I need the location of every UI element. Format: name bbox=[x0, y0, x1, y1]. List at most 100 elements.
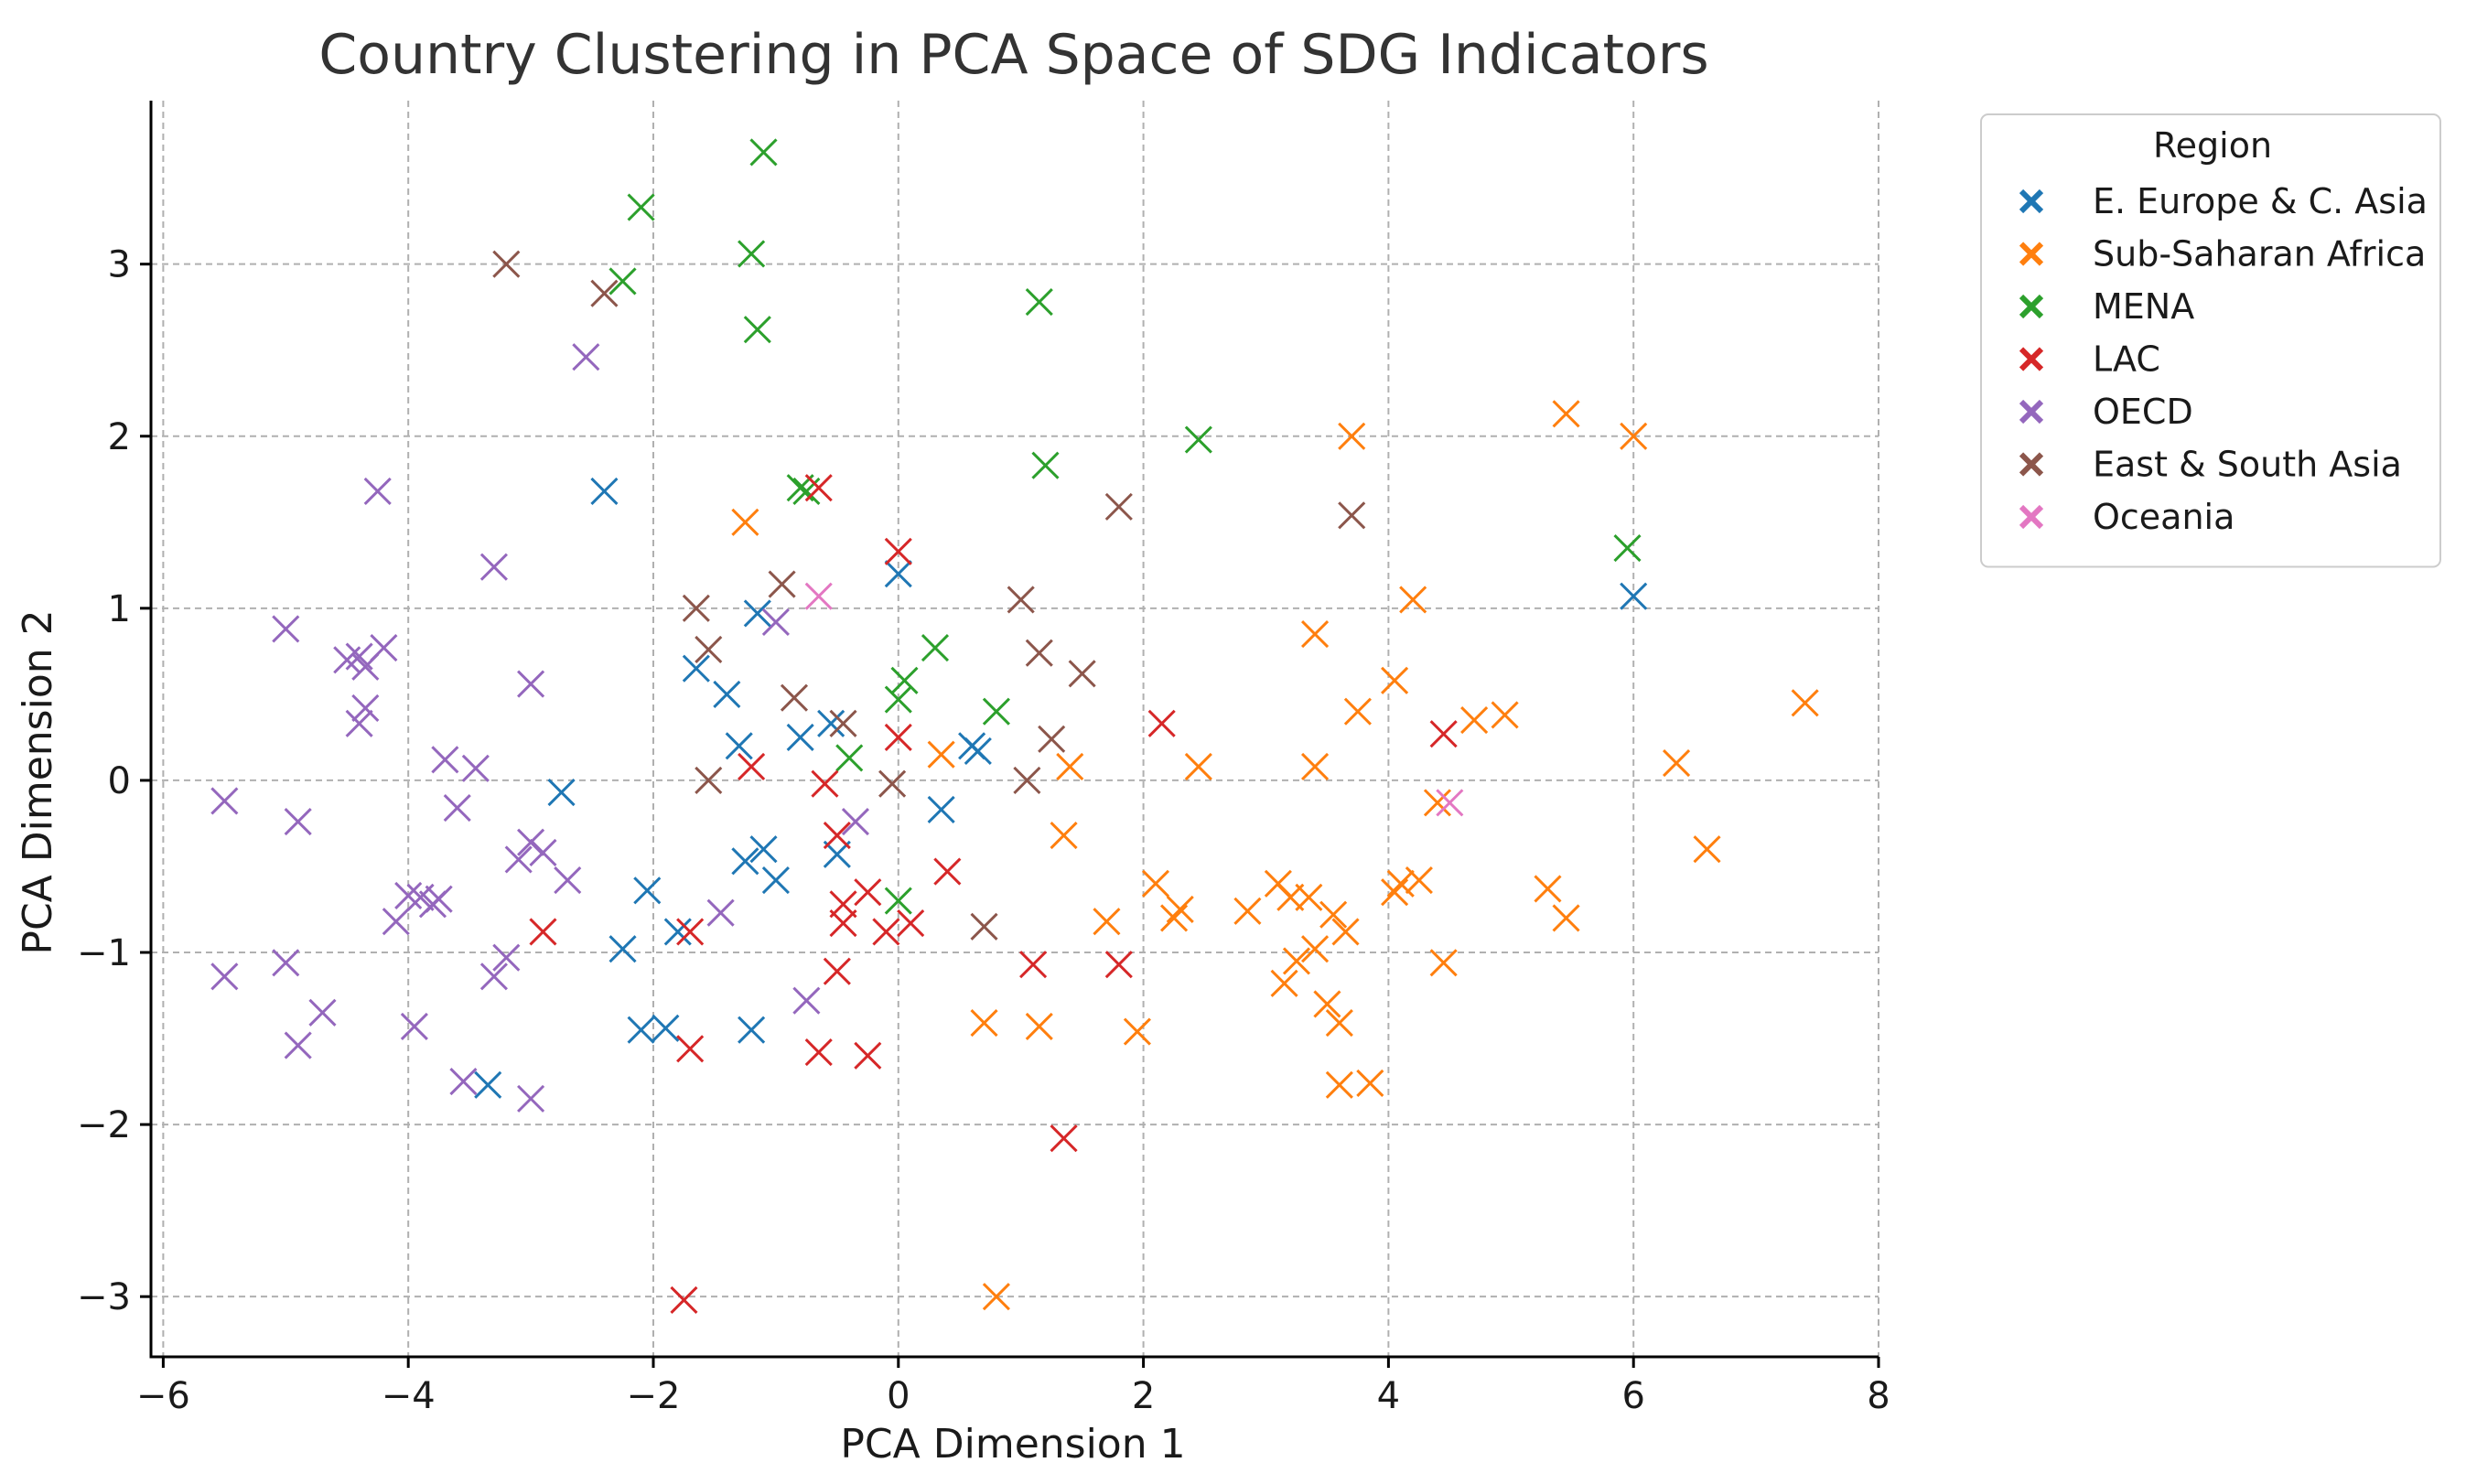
data-point bbox=[854, 1041, 882, 1070]
data-point bbox=[682, 594, 710, 622]
data-point bbox=[823, 957, 851, 985]
data-point bbox=[1184, 752, 1212, 780]
series-4 bbox=[210, 343, 869, 1113]
data-point bbox=[682, 654, 710, 683]
data-point bbox=[817, 709, 845, 737]
data-point bbox=[633, 876, 662, 905]
data-point bbox=[884, 723, 912, 751]
data-point bbox=[1025, 1012, 1053, 1040]
data-point bbox=[811, 769, 839, 798]
data-point bbox=[1019, 951, 1048, 979]
series-6 bbox=[804, 582, 1464, 817]
data-point bbox=[970, 1009, 998, 1038]
data-point bbox=[1050, 822, 1078, 850]
x-axis-title: PCA Dimension 1 bbox=[840, 1421, 1185, 1468]
data-point bbox=[517, 670, 545, 698]
y-tick-label: 1 bbox=[108, 588, 131, 630]
y-axis-title: PCA Dimension 2 bbox=[15, 609, 61, 954]
data-point bbox=[1068, 660, 1096, 688]
data-point bbox=[1663, 749, 1691, 778]
data-point bbox=[627, 1016, 655, 1044]
data-point bbox=[743, 599, 771, 628]
data-point bbox=[738, 752, 766, 780]
data-point bbox=[1791, 689, 1819, 717]
data-point bbox=[982, 697, 1010, 726]
data-point bbox=[1693, 835, 1721, 864]
data-point bbox=[1613, 533, 1642, 563]
data-point bbox=[272, 615, 300, 643]
data-point bbox=[1313, 990, 1341, 1018]
data-point bbox=[547, 779, 576, 807]
data-point bbox=[1282, 947, 1311, 975]
data-point bbox=[394, 881, 423, 910]
data-point bbox=[382, 908, 410, 936]
data-point bbox=[1141, 869, 1170, 898]
data-point bbox=[529, 918, 557, 946]
data-point bbox=[431, 746, 459, 774]
legend-marker bbox=[2019, 188, 2044, 214]
data-point bbox=[210, 787, 239, 815]
data-point bbox=[351, 694, 380, 722]
data-point bbox=[479, 962, 508, 991]
data-point bbox=[1056, 752, 1084, 780]
x-tick-label: −4 bbox=[382, 1375, 436, 1417]
legend-marker bbox=[2019, 399, 2044, 425]
data-point bbox=[1429, 949, 1458, 977]
data-point bbox=[1160, 904, 1189, 932]
data-point bbox=[823, 822, 851, 850]
series-5 bbox=[492, 250, 1366, 941]
data-point bbox=[786, 723, 814, 751]
data-point bbox=[1300, 935, 1330, 963]
x-tick-label: 4 bbox=[1377, 1375, 1400, 1417]
data-point bbox=[572, 343, 600, 371]
data-point bbox=[725, 732, 753, 760]
data-point bbox=[1620, 582, 1648, 610]
data-point bbox=[284, 808, 312, 836]
legend-label: LAC bbox=[2093, 339, 2160, 380]
data-point bbox=[1436, 789, 1464, 817]
data-point bbox=[743, 316, 771, 344]
data-point bbox=[884, 560, 912, 588]
data-point bbox=[884, 685, 912, 714]
data-point bbox=[1295, 883, 1323, 911]
data-point bbox=[425, 885, 453, 913]
series-1 bbox=[731, 400, 1819, 1311]
data-point bbox=[792, 986, 821, 1015]
data-point bbox=[210, 962, 239, 991]
data-point bbox=[1338, 422, 1366, 450]
data-point bbox=[829, 709, 857, 737]
data-point bbox=[982, 1283, 1010, 1311]
data-point bbox=[308, 998, 337, 1027]
data-point bbox=[1381, 878, 1409, 907]
data-point bbox=[676, 1035, 705, 1063]
data-point bbox=[590, 477, 619, 506]
data-point bbox=[780, 683, 809, 712]
data-point bbox=[1460, 706, 1489, 735]
data-point bbox=[676, 918, 705, 946]
data-point bbox=[1343, 697, 1372, 726]
data-point bbox=[504, 845, 533, 874]
data-point bbox=[1429, 720, 1458, 748]
legend-label: East & South Asia bbox=[2093, 445, 2402, 485]
legend-label: E. Europe & C. Asia bbox=[2093, 181, 2428, 221]
data-point bbox=[884, 887, 912, 915]
data-point bbox=[1025, 287, 1053, 317]
data-point bbox=[663, 918, 692, 946]
data-point bbox=[1166, 895, 1194, 924]
x-tick-label: −6 bbox=[136, 1375, 190, 1417]
data-point bbox=[554, 866, 582, 895]
legend-box bbox=[1980, 113, 2441, 568]
data-point bbox=[479, 553, 508, 581]
data-point bbox=[1270, 969, 1298, 997]
data-point bbox=[921, 634, 950, 662]
data-point bbox=[345, 709, 373, 737]
data-point bbox=[761, 866, 790, 895]
data-point bbox=[670, 1285, 698, 1314]
data-point bbox=[1300, 619, 1330, 649]
data-point bbox=[492, 943, 521, 972]
data-point bbox=[1552, 904, 1580, 932]
data-point bbox=[351, 652, 380, 681]
series-0 bbox=[474, 477, 1648, 1099]
data-point bbox=[1319, 900, 1348, 929]
data-point bbox=[964, 737, 992, 766]
